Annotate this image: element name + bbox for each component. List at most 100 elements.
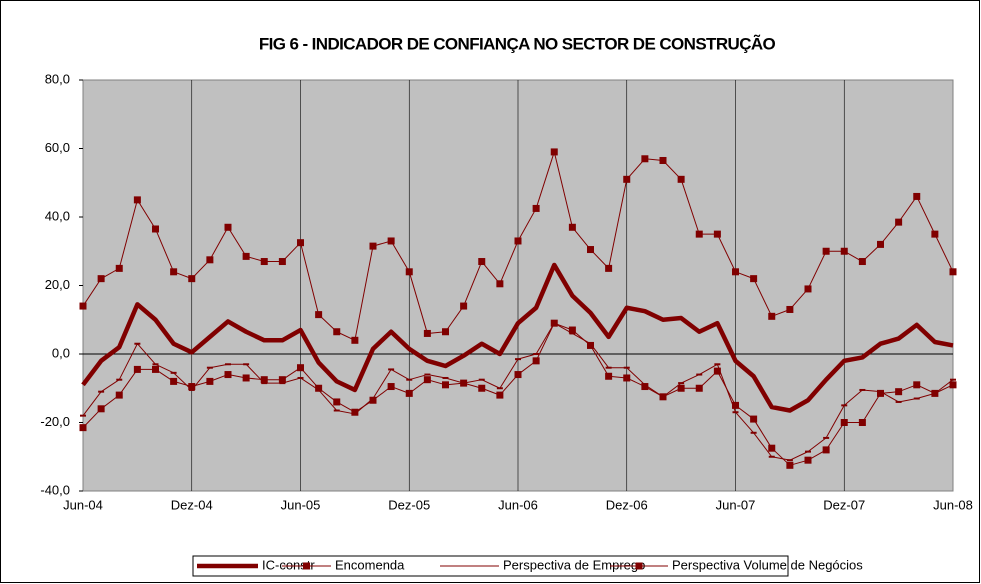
marker bbox=[949, 268, 957, 276]
marker bbox=[405, 389, 413, 397]
marker bbox=[804, 456, 812, 464]
x-tick-label: Dez-06 bbox=[606, 497, 648, 512]
marker bbox=[768, 444, 776, 452]
marker bbox=[133, 196, 141, 204]
marker bbox=[242, 374, 250, 382]
marker bbox=[750, 275, 758, 283]
x-tick-label: Dez-04 bbox=[171, 497, 213, 512]
marker bbox=[732, 401, 739, 409]
marker bbox=[405, 268, 413, 276]
marker bbox=[369, 396, 377, 404]
legend-marker bbox=[303, 562, 310, 570]
marker bbox=[442, 381, 449, 389]
series-line bbox=[81, 262, 954, 413]
marker bbox=[804, 285, 812, 293]
marker bbox=[170, 377, 178, 385]
marker bbox=[913, 192, 921, 200]
marker bbox=[170, 268, 178, 276]
marker bbox=[423, 376, 431, 384]
marker bbox=[623, 374, 631, 382]
y-tick-label: 40,0 bbox=[45, 208, 70, 223]
marker bbox=[840, 247, 848, 255]
marker bbox=[369, 242, 377, 250]
marker bbox=[605, 264, 613, 272]
marker bbox=[133, 365, 141, 373]
marker bbox=[713, 367, 721, 375]
marker bbox=[858, 419, 866, 426]
marker bbox=[858, 258, 866, 266]
marker bbox=[550, 148, 558, 156]
y-tick-label: -40,0 bbox=[40, 482, 70, 497]
marker bbox=[351, 336, 359, 344]
y-tick-label: -20,0 bbox=[40, 414, 70, 429]
marker bbox=[387, 383, 395, 391]
x-tick-label: Jun-08 bbox=[933, 497, 973, 512]
marker bbox=[822, 446, 830, 454]
marker bbox=[514, 371, 522, 379]
marker bbox=[587, 246, 594, 254]
marker bbox=[224, 371, 232, 379]
marker bbox=[677, 384, 685, 392]
marker bbox=[532, 357, 540, 365]
marker bbox=[949, 381, 957, 389]
marker bbox=[333, 328, 341, 336]
marker bbox=[260, 376, 268, 384]
marker bbox=[115, 391, 123, 399]
marker bbox=[152, 225, 159, 233]
legend-label: Perspectiva de Emprego bbox=[503, 557, 645, 572]
marker bbox=[260, 258, 268, 266]
chart-title: FIG 6 - INDICADOR DE CONFIANÇA NO SECTOR… bbox=[259, 33, 776, 53]
marker bbox=[79, 302, 87, 310]
marker bbox=[514, 237, 522, 245]
marker bbox=[732, 268, 739, 276]
marker bbox=[224, 223, 232, 231]
marker bbox=[297, 239, 304, 247]
legend-label: Encomenda bbox=[335, 557, 405, 572]
marker bbox=[840, 419, 848, 426]
marker bbox=[97, 275, 105, 283]
marker bbox=[478, 258, 486, 266]
y-tick-label: 20,0 bbox=[45, 277, 70, 292]
x-tick-label: Jun-07 bbox=[716, 497, 756, 512]
marker bbox=[895, 218, 903, 226]
marker bbox=[188, 383, 196, 391]
y-tick-label: 60,0 bbox=[45, 140, 70, 155]
x-tick-label: Jun-06 bbox=[498, 497, 538, 512]
legend-label: Perspectiva Volume de Negócios bbox=[672, 557, 863, 572]
marker bbox=[315, 311, 323, 319]
marker bbox=[587, 341, 594, 349]
marker bbox=[97, 405, 105, 413]
marker bbox=[605, 372, 613, 380]
marker bbox=[623, 175, 631, 183]
marker bbox=[496, 391, 504, 399]
marker bbox=[532, 204, 540, 212]
x-tick-label: Dez-07 bbox=[823, 497, 865, 512]
marker bbox=[242, 252, 250, 260]
marker bbox=[750, 415, 758, 423]
marker bbox=[659, 156, 667, 164]
marker bbox=[877, 240, 884, 248]
legend-label: IC-constr bbox=[262, 557, 315, 572]
marker bbox=[877, 389, 884, 397]
marker bbox=[677, 175, 685, 183]
x-tick-label: Jun-04 bbox=[63, 497, 103, 512]
marker bbox=[822, 247, 830, 255]
marker bbox=[387, 237, 395, 245]
marker bbox=[913, 381, 921, 389]
marker bbox=[79, 424, 87, 432]
marker bbox=[423, 329, 431, 337]
marker bbox=[768, 312, 776, 320]
marker bbox=[568, 223, 576, 231]
marker bbox=[115, 264, 123, 272]
marker bbox=[206, 256, 214, 264]
marker bbox=[786, 461, 794, 469]
marker bbox=[786, 305, 794, 313]
marker bbox=[641, 155, 649, 163]
marker bbox=[278, 258, 286, 266]
marker bbox=[931, 230, 939, 238]
marker bbox=[695, 384, 703, 392]
x-tick-label: Dez-05 bbox=[388, 497, 430, 512]
legend-marker bbox=[635, 562, 643, 570]
marker bbox=[713, 230, 721, 238]
